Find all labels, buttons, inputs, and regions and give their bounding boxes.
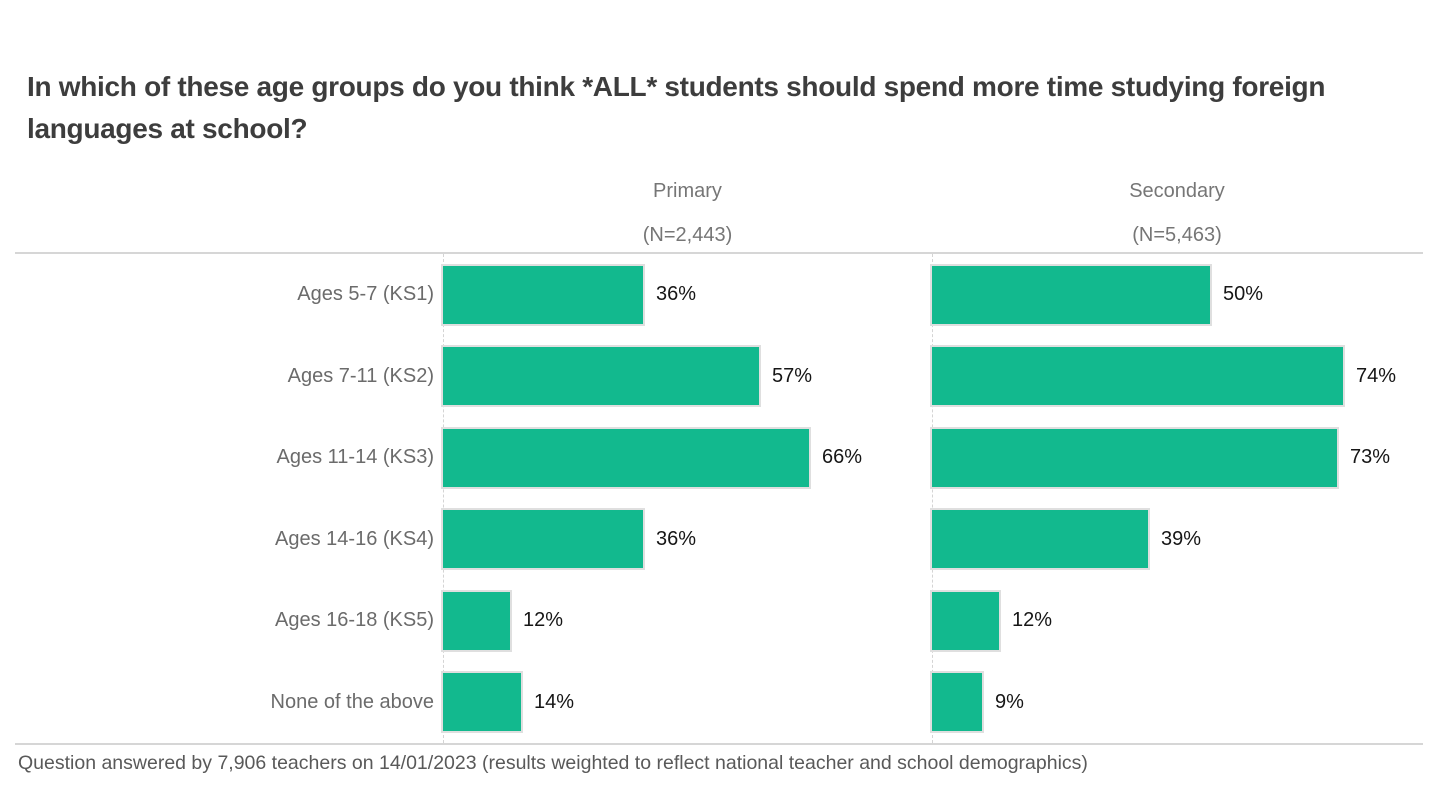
- category-label: Ages 16-18 (KS5): [275, 609, 434, 632]
- secondary-panel: 73%: [932, 417, 1423, 499]
- secondary-bar: [932, 265, 1210, 324]
- secondary-value-label: 12%: [1012, 609, 1053, 632]
- primary-bar: [443, 428, 809, 487]
- secondary-panel: 50%: [932, 254, 1423, 336]
- primary-sample-size: (N=2,443): [642, 224, 733, 246]
- primary-value-label: 36%: [656, 283, 697, 306]
- primary-panel: 36%: [443, 254, 932, 336]
- category-label: Ages 14-16 (KS4): [275, 527, 434, 550]
- primary-column-label: Primary: [653, 180, 722, 202]
- chart-row: Ages 14-16 (KS4) 36% 39%: [15, 499, 1423, 581]
- category-label: Ages 5-7 (KS1): [297, 283, 434, 306]
- secondary-bar: [932, 510, 1148, 569]
- primary-panel: 12%: [443, 580, 932, 662]
- chart-row: Ages 16-18 (KS5) 12% 12%: [15, 580, 1423, 662]
- category-label: Ages 7-11 (KS2): [287, 364, 434, 387]
- primary-value-label: 36%: [656, 527, 697, 550]
- primary-column-header: Primary (N=2,443): [443, 181, 932, 246]
- primary-value-label: 57%: [772, 364, 813, 387]
- secondary-value-label: 73%: [1350, 446, 1391, 469]
- secondary-panel: 39%: [932, 499, 1423, 581]
- category-label: None of the above: [270, 690, 434, 713]
- secondary-value-label: 39%: [1161, 527, 1202, 550]
- secondary-panel: 74%: [932, 336, 1423, 418]
- primary-panel: 36%: [443, 499, 932, 581]
- primary-value-label: 66%: [822, 446, 863, 469]
- chart-row: Ages 5-7 (KS1) 36% 50%: [15, 254, 1423, 336]
- primary-panel: 14%: [443, 662, 932, 744]
- primary-panel: 57%: [443, 336, 932, 418]
- chart-title: In which of these age groups do you thin…: [27, 71, 1326, 144]
- secondary-bar: [932, 347, 1343, 406]
- primary-value-label: 12%: [523, 609, 564, 632]
- secondary-panel: 9%: [932, 662, 1423, 744]
- chart-row: None of the above 14% 9%: [15, 662, 1423, 744]
- secondary-sample-size: (N=5,463): [1132, 224, 1222, 246]
- secondary-value-label: 50%: [1223, 283, 1264, 306]
- primary-bar: [443, 265, 643, 324]
- chart-rows: Ages 5-7 (KS1) 36% 50% Ages 7-11 (KS2) 5…: [15, 254, 1423, 743]
- secondary-panel: 12%: [932, 580, 1423, 662]
- secondary-column-header: Secondary (N=5,463): [932, 181, 1422, 246]
- primary-axis-baseline: [443, 254, 444, 743]
- primary-bar: [443, 510, 643, 569]
- category-label: Ages 11-14 (KS3): [276, 446, 435, 469]
- primary-value-label: 14%: [534, 690, 575, 713]
- secondary-bar: [932, 591, 999, 650]
- secondary-value-label: 74%: [1356, 364, 1397, 387]
- chart-row: Ages 7-11 (KS2) 57% 74%: [15, 336, 1423, 418]
- chart-area: Ages 5-7 (KS1) 36% 50% Ages 7-11 (KS2) 5…: [15, 252, 1423, 745]
- chart-footnote: Question answered by 7,906 teachers on 1…: [18, 752, 1088, 774]
- primary-bar: [443, 591, 510, 650]
- secondary-bar: [932, 428, 1337, 487]
- secondary-value-label: 9%: [995, 690, 1024, 713]
- secondary-bar: [932, 673, 982, 732]
- secondary-column-label: Secondary: [1129, 180, 1225, 202]
- chart-row: Ages 11-14 (KS3) 66% 73%: [15, 417, 1423, 499]
- secondary-axis-baseline: [932, 254, 933, 743]
- primary-panel: 66%: [443, 417, 932, 499]
- primary-bar: [443, 347, 759, 406]
- primary-bar: [443, 673, 521, 732]
